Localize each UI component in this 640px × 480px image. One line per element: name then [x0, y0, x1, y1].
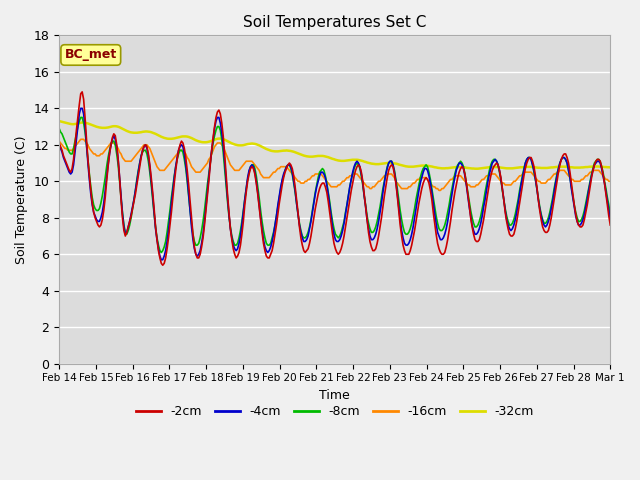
X-axis label: Time: Time	[319, 389, 350, 402]
Legend: -2cm, -4cm, -8cm, -16cm, -32cm: -2cm, -4cm, -8cm, -16cm, -32cm	[131, 400, 539, 423]
Text: BC_met: BC_met	[65, 48, 117, 61]
Y-axis label: Soil Temperature (C): Soil Temperature (C)	[15, 135, 28, 264]
Title: Soil Temperatures Set C: Soil Temperatures Set C	[243, 15, 426, 30]
